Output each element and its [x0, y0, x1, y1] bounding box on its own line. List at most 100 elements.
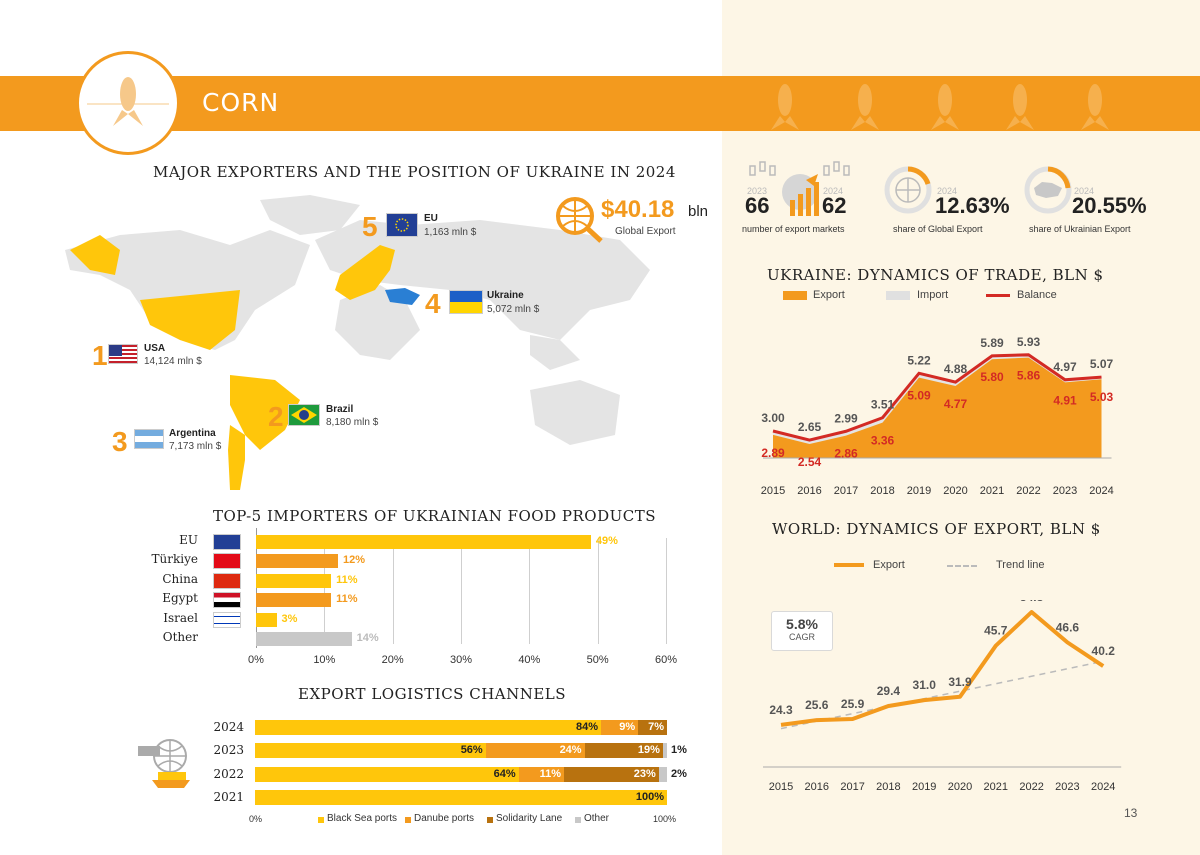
importers-gridline	[392, 538, 394, 644]
importers-title: TOP-5 IMPORTERS OF UKRAINIAN FOOD PRODUC…	[213, 507, 657, 525]
cagr-box: 5.8% CAGR	[771, 611, 833, 651]
corn-icon	[87, 77, 169, 126]
legend-import-swatch	[886, 291, 910, 300]
exporter-argentina-name: Argentina	[169, 428, 216, 439]
israel-flag-icon	[213, 611, 241, 628]
ukraine-share-caption: share of Ukrainian Export	[1029, 224, 1131, 234]
global-export-value: $40.18	[601, 196, 675, 223]
trade-year-label: 2015	[761, 485, 785, 497]
trade-year-label: 2019	[907, 485, 931, 497]
importers-tick-label: 50%	[586, 654, 609, 666]
importer-value-label: 49%	[595, 535, 618, 547]
trade-year-label: 2017	[834, 485, 858, 497]
logistics-segment: 7%	[638, 720, 667, 735]
logistics-axis-min: 0%	[249, 814, 263, 824]
importers-axis	[256, 528, 257, 648]
importer-category-label: Türkiye	[151, 552, 198, 567]
eu-flag-icon	[213, 534, 241, 550]
logistics-segment: 56%	[255, 743, 486, 759]
importers-chart: 0% 10% 20% 30% 40% 50% 60% EU 49% Türkiye 12% China…	[0, 528, 700, 673]
argentina-flag-icon	[134, 429, 164, 449]
export-value-label: 5.86	[1017, 369, 1041, 383]
markets-2024-value: 62	[822, 193, 847, 218]
importers-gridline	[461, 538, 462, 644]
import-value-label: 4.97	[1053, 360, 1077, 374]
importers-gridline	[529, 538, 531, 644]
logistics-year-label: 2023	[213, 743, 244, 758]
ukraine-trade-chart: 2015 3.00 2.89 2016 2.65 2.54 2017 2.99 2.86 2018…	[761, 335, 1114, 497]
export-value-label: 2.89	[761, 446, 785, 460]
legend-balance-swatch	[986, 294, 1010, 297]
year-2024-label: 2024	[823, 186, 844, 196]
exporter-eu-name: EU	[424, 213, 438, 224]
logistics-segment: 23%	[564, 766, 659, 782]
import-value-label: 5.07	[1090, 357, 1114, 371]
exporter-usa-name: USA	[144, 343, 166, 354]
rank-usa: 1	[92, 340, 108, 371]
legend-export-label: Export	[813, 289, 845, 301]
rank-brazil: 2	[268, 401, 284, 432]
ukraine-share-icon	[1024, 166, 1072, 214]
import-value-label: 3.51	[871, 398, 895, 412]
import-value-label: 2.65	[798, 420, 822, 434]
egypt-flag-icon	[213, 592, 241, 609]
import-value-label: 5.93	[1017, 335, 1041, 349]
export-value-label: 4.77	[944, 397, 968, 411]
export-value-label: 5.03	[1090, 390, 1114, 404]
world-year-label: 2021	[984, 781, 1008, 793]
world-value-label: 31.0	[913, 678, 937, 692]
trade-year-label: 2016	[797, 485, 821, 497]
cagr-label: CAGR	[788, 632, 815, 642]
brazil-flag-icon	[288, 404, 320, 426]
logistics-segment: 100%	[255, 789, 667, 805]
world-value-label: 24.3	[769, 703, 793, 717]
importers-gridline	[597, 538, 599, 644]
world-year-label: 2020	[948, 781, 972, 793]
balance-line	[772, 353, 1102, 442]
logistics-segment: 24%	[485, 743, 585, 759]
importer-value-label: 12%	[343, 554, 366, 567]
world-year-label: 2023	[1055, 781, 1079, 793]
logistics-legend-swatch	[575, 817, 581, 823]
world-year-label: 2022	[1019, 781, 1043, 793]
global-share-year: 2024	[937, 186, 958, 196]
world-value-label: 25.6	[805, 698, 829, 712]
world-value-label: 46.6	[1056, 620, 1080, 634]
page-number: 13	[1124, 806, 1138, 820]
world-export-line	[780, 610, 1105, 727]
header-band	[0, 76, 1200, 131]
cagr-value: 5.8%	[786, 616, 818, 632]
exporter-argentina-value: 7,173 mln $	[169, 441, 222, 452]
ukraine-flag-icon	[449, 290, 483, 314]
world-value-label: 54.8	[1020, 600, 1044, 604]
export-value-label: 2.86	[834, 447, 858, 461]
trade-year-label: 2020	[943, 485, 967, 497]
logistics-segment: 64%	[255, 766, 519, 782]
world-year-label: 2024	[1091, 781, 1115, 793]
logistics-segment: 9%	[601, 720, 639, 735]
legend-trend-label: Trend line	[996, 559, 1045, 571]
world-year-label: 2017	[840, 781, 864, 793]
logistics-axis-max: 100%	[653, 814, 677, 824]
logistics-legend-swatch	[487, 817, 493, 823]
importer-bar	[256, 593, 332, 608]
logistics-legend-label: Other	[584, 813, 610, 824]
exporter-eu-value: 1,163 mln $	[424, 227, 477, 238]
logistics-legend-label: Black Sea ports	[327, 813, 398, 824]
importers-tick-label: 60%	[654, 654, 678, 666]
import-value-label: 2.99	[834, 411, 858, 425]
logistics-other-label: 1%	[671, 744, 687, 757]
world-year-label: 2019	[912, 781, 936, 793]
trade-year-label: 2023	[1053, 485, 1077, 497]
importer-value-label: 3%	[281, 612, 298, 625]
world-value-label: 31.9	[948, 675, 972, 689]
importers-tick-label: 40%	[518, 654, 541, 666]
world-export-chart: 2015 24.3 2016 25.6 2017 25.9 2018 29.4 2019 31.0…	[763, 600, 1122, 793]
importers-tick-label: 10%	[313, 654, 336, 666]
logistics-year-label: 2021	[213, 789, 244, 804]
export-value-label: 4.91	[1053, 393, 1077, 407]
import-value-label: 5.89	[980, 336, 1004, 350]
import-value-label: 3.00	[761, 411, 785, 425]
export-value-label: 2.54	[798, 455, 822, 469]
year-2023-label: 2023	[747, 186, 768, 196]
